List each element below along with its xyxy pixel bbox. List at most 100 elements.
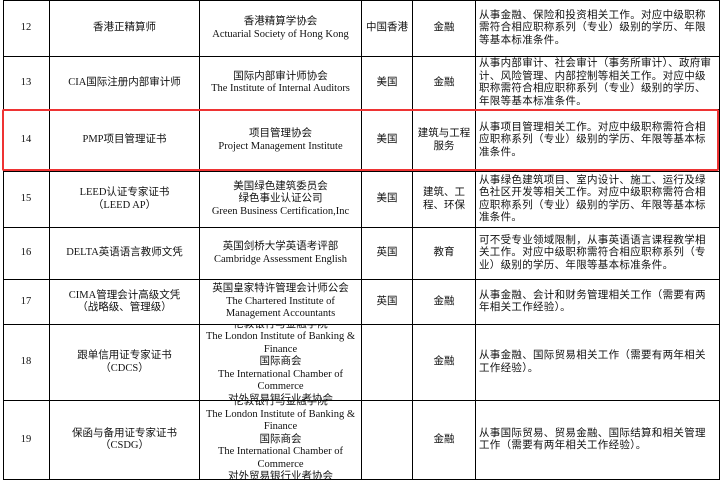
country-text: 美国 [376,76,398,88]
body-text: 香港精算学协会 Actuarial Society of Hong Kong [200,16,361,41]
field-cell: 教育 [413,228,476,280]
desc-text: 从事项目管理相关工作。对应中级职称需符合相应职称系列（专业）级别的学历、年限等基… [479,121,706,158]
name-text: CIMA管理会计高级文凭 （战略级、管理级） [50,290,199,315]
country-text: 中国香港 [366,22,408,34]
country-cell: 美国 [362,57,413,110]
desc-cell: 从事金融、国际贸易相关工作（需要有两年相关工作经验）。 [476,325,720,401]
name-cell: 跟单信用证专家证书 （CDCS） [50,325,200,401]
no-text: 19 [20,433,32,445]
desc-text: 从事国际贸易、贸易金融、国际结算和相关管理工作（需要有两年相关工作经验）。 [479,427,706,452]
body-line: 国际内部审计师协会 [233,70,328,82]
name-line: 跟单信用证专家证书 [77,350,172,361]
desc-cell: 从事绿色建筑项目、室内设计、施工、运行及绿色社区开发等相关工作。对应中级职称需符… [476,172,720,228]
desc-cell: 从事内部审计、社会审计（事务所审计）、政府审计、风险管理、内部控制等相关工作。对… [476,57,720,110]
body-line: 绿色事业认证公司 [238,193,323,205]
desc-cell: 从事国际贸易、贸易金融、国际结算和相关管理工作（需要有两年相关工作经验）。 [476,401,720,480]
name-line: （CSDG） [99,440,149,451]
no-cell: 15 [3,172,50,228]
country-cell: 英国 [362,280,413,325]
name-line: CIA国际注册内部审计师 [68,76,181,88]
name-line: （LEED AP） [92,199,157,211]
no-cell: 12 [3,0,50,57]
field-text: 金融 [433,295,455,307]
name-cell: DELTA英语语言教师文凭 [50,228,200,280]
body-line: 香港精算学协会 [243,16,318,27]
desc-text: 从事金融、保险和投资相关工作。对应中级职称需符合相应职称系列（专业）级别的学历、… [479,9,706,46]
country-text: 英国 [376,247,398,259]
desc-text: 从事金融、会计和财务管理相关工作（需要有两年相关工作经验）。 [479,289,706,314]
name-line: PMP项目管理证书 [82,134,167,146]
no-cell: 19 [3,401,50,480]
name-text: DELTA英语语言教师文凭 [50,247,199,260]
no-text: 17 [20,295,32,307]
body-line: 国际商会 [259,433,302,445]
body-text: 国际内部审计师协会 The Institute of Internal Audit… [200,71,361,96]
field-cell: 金融 [413,325,476,401]
body-line: 国际商会 [259,356,302,368]
name-line: LEED认证专家证书 [79,187,170,198]
body-text: 美国绿色建筑委员会 绿色事业认证公司 Green Business Certific… [200,181,361,219]
body-line: Green Business Certification,Inc [211,205,350,217]
body-text: 项目管理协会 Project Management Institute [200,128,361,153]
name-line: （战略级、管理级） [77,302,172,313]
field-text: 教育 [433,247,455,259]
name-text: 跟单信用证专家证书 （CDCS） [50,350,199,375]
field-text: 建筑、工程、环保 [423,187,465,211]
name-cell: 香港正精算师 [50,0,200,57]
name-cell: PMP项目管理证书 [50,110,200,172]
no-cell: 16 [3,228,50,280]
field-text: 金融 [433,76,455,88]
body-line: 美国绿色建筑委员会 [233,180,328,192]
desc-cell: 从事项目管理相关工作。对应中级职称需符合相应职称系列（专业）级别的学历、年限等基… [476,110,720,172]
field-text: 金融 [433,22,455,34]
no-text: 12 [20,22,32,34]
no-text: 18 [20,356,32,368]
name-cell: 保函与备用证专家证书 （CSDG） [50,401,200,480]
desc-cell: 从事金融、保险和投资相关工作。对应中级职称需符合相应职称系列（专业）级别的学历、… [476,0,720,57]
body-line: 项目管理协会 [249,128,312,139]
body-line: 英国皇家特许管理会计师公会 [212,283,349,295]
no-text: 16 [20,247,32,259]
desc-cell: 从事金融、会计和财务管理相关工作（需要有两年相关工作经验）。 [476,280,720,325]
body-cell: 美国绿色建筑委员会 绿色事业认证公司 Green Business Certific… [200,172,362,228]
no-cell: 18 [3,325,50,401]
desc-text: 从事内部审计、社会审计（事务所审计）、政府审计、风险管理、内部控制等相关工作。对… [479,58,712,107]
body-line: 伦敦银行与金融学院 [200,325,361,331]
body-cell: 国际内部审计师协会 The Institute of Internal Audit… [200,57,362,110]
no-cell: 14 [3,110,50,172]
body-cell: 项目管理协会 Project Management Institute [200,110,362,172]
field-cell: 金融 [413,280,476,325]
name-text: 保函与备用证专家证书 （CSDG） [50,428,199,453]
country-text: 美国 [376,193,398,205]
name-text: 香港正精算师 [50,22,199,35]
no-text: 15 [20,193,32,205]
body-line: Cambridge Assessment English [214,253,347,265]
desc-text: 可不受专业领域限制，从事英语语言课程教学相关工作。对应中级职称需符合相应职称系列… [479,234,706,271]
body-cell: 香港精算学协会 Actuarial Society of Hong Kong [200,0,362,57]
country-text: 美国 [376,134,398,146]
table-frame [3,0,720,480]
no-text: 13 [20,76,32,88]
name-text: PMP项目管理证书 [50,134,199,147]
body-line: 伦敦银行与金融学院 [233,401,328,408]
no-cell: 17 [3,280,50,325]
body-line: 对外贸易银行业者协会 [228,471,333,480]
field-text: 金融 [433,433,455,445]
field-cell: 金融 [413,57,476,110]
name-line: 保函与备用证专家证书 [72,427,177,439]
field-cell: 金融 [413,0,476,57]
body-line: Actuarial Society of Hong Kong [212,28,349,40]
body-text: 英国皇家特许管理会计师公会 The Chartered Institute of … [200,283,361,321]
country-cell: 中国香港 [362,0,413,57]
body-line: The London Institute of Banking & Financ… [205,331,356,355]
body-cell: 英国皇家特许管理会计师公会 The Chartered Institute of … [200,280,362,325]
field-cell: 建筑、工程、环保 [413,172,476,228]
name-text: CIA国际注册内部审计师 [50,77,199,90]
body-line: Project Management Institute [218,140,343,152]
name-line: （CDCS） [100,362,149,374]
country-cell: 英国 [362,228,413,280]
body-line: 对外贸易银行业者协会 [228,393,333,401]
